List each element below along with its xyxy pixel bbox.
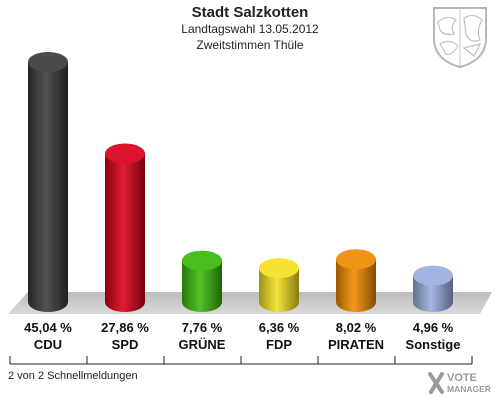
value-label: 6,36 % <box>259 320 300 335</box>
chart-title: Stadt Salzkotten <box>191 4 309 21</box>
brand-line-1: VOTE <box>447 372 477 384</box>
crossed-ballot-icon <box>428 372 444 394</box>
bar-body <box>336 259 376 312</box>
category-label: Sonstige <box>406 337 461 352</box>
value-label: 7,76 % <box>182 320 223 335</box>
bar-fdp <box>259 258 299 312</box>
value-label: 27,86 % <box>101 320 149 335</box>
x-axis <box>9 356 473 365</box>
bar-body <box>105 153 145 312</box>
bar-sonstige <box>413 265 453 312</box>
value-label: 4,96 % <box>413 320 454 335</box>
bar-body <box>28 62 68 312</box>
footer-note: 2 von 2 Schnellmeldungen <box>8 370 138 382</box>
bar-top <box>182 250 222 271</box>
bar-top <box>259 258 299 279</box>
chart-subtitle-2: Zweitstimmen Thüle <box>196 38 304 52</box>
labels-group: 45,04 % CDU 27,86 % SPD 7,76 % GRÜNE 6,36 % FDP… <box>24 320 460 352</box>
bar-top <box>336 249 376 270</box>
bar-piraten <box>336 249 376 312</box>
chart-subtitle: Landtagswahl 13.05.2012 <box>181 22 319 36</box>
coat-of-arms-icon <box>433 7 487 69</box>
bar-top <box>28 52 68 72</box>
category-label: CDU <box>34 337 62 352</box>
bar-top <box>105 143 145 164</box>
brand-line-2: MANAGER <box>447 384 491 394</box>
category-label: SPD <box>112 337 139 352</box>
category-label: PIRATEN <box>328 337 384 352</box>
bar-top <box>413 265 453 286</box>
bar-body <box>413 275 453 312</box>
value-label: 8,02 % <box>336 320 377 335</box>
bar-cdu <box>28 52 68 312</box>
bar-spd <box>105 143 145 312</box>
category-label: FDP <box>266 337 292 352</box>
bar-body <box>182 260 222 312</box>
bar-body <box>259 268 299 312</box>
category-label: GRÜNE <box>179 337 226 352</box>
vote-manager-logo: VOTE MANAGER <box>428 372 491 394</box>
bar-grüne <box>182 250 222 312</box>
value-label: 45,04 % <box>24 320 72 335</box>
bars-group <box>28 52 453 312</box>
